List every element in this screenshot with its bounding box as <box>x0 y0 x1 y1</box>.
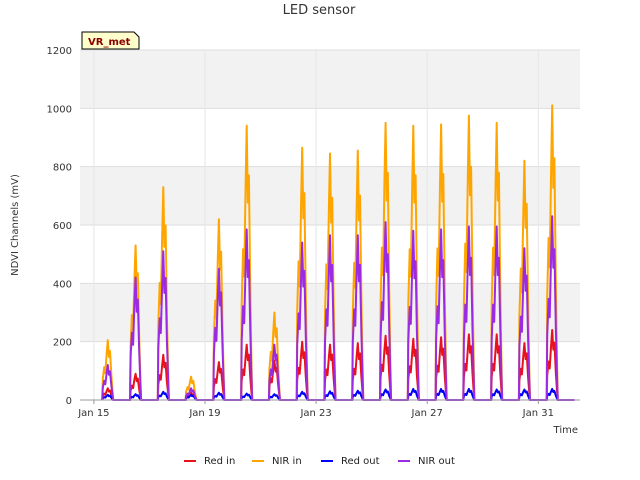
vr-met-badge: VR_met <box>81 31 140 50</box>
x-tick-label: Jan 23 <box>299 408 331 419</box>
x-tick-label: Jan 19 <box>188 408 220 419</box>
legend-label: NIR in <box>272 456 302 467</box>
legend-label: Red out <box>341 456 380 467</box>
y-tick-label: 0 <box>66 396 72 407</box>
y-tick-label: 800 <box>53 163 72 174</box>
x-tick-label: Jan 15 <box>77 408 109 419</box>
x-axis-title: Time <box>553 425 578 436</box>
y-tick-label: 1200 <box>47 46 72 57</box>
legend-label: Red in <box>204 456 235 467</box>
legend: Red in NIR in Red out NIR out <box>184 456 455 467</box>
badge-shape <box>81 31 140 50</box>
y-tick-label: 400 <box>53 279 72 290</box>
legend-label: NIR out <box>418 456 455 467</box>
plot-band <box>80 50 580 109</box>
x-tick-label: Jan 27 <box>411 408 443 419</box>
y-tick-label: 200 <box>53 338 72 349</box>
badge-label: VR_met <box>88 37 131 48</box>
x-tick-label: Jan 31 <box>522 408 554 419</box>
chart-title: LED sensor <box>283 3 356 18</box>
y-tick-label: 1000 <box>47 104 72 115</box>
axes: 0 200 400 600 800 1000 1200 Jan 15 Jan 19 Jan 23 J… <box>47 46 580 419</box>
plot-band <box>80 283 580 342</box>
y-axis-title: NDVI Channels (mV) <box>10 174 21 276</box>
y-tick-label: 600 <box>53 221 72 232</box>
